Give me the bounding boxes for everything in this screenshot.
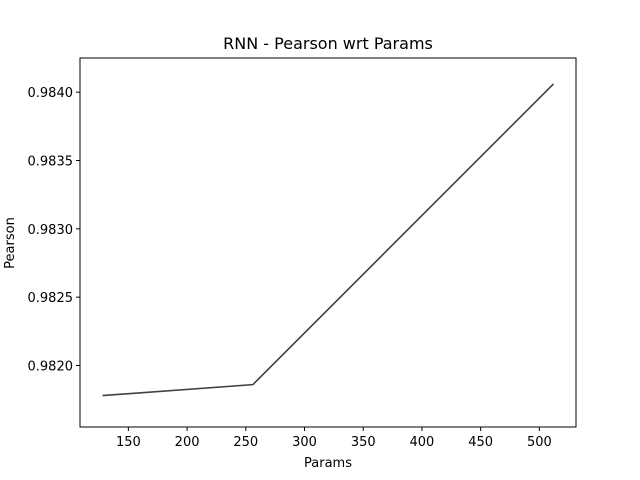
y-tick-label: 0.9840	[28, 86, 74, 101]
chart-title: RNN - Pearson wrt Params	[223, 34, 433, 53]
x-tick-label: 350	[351, 435, 376, 450]
series-lines	[102, 83, 555, 397]
x-tick-label: 250	[233, 435, 258, 450]
series-line-0	[102, 83, 555, 397]
y-tick-label: 0.9825	[28, 291, 74, 306]
y-tick-label: 0.9835	[28, 155, 74, 170]
x-tick-label: 150	[116, 435, 141, 450]
x-tick-label: 450	[468, 435, 493, 450]
x-tick-label: 200	[175, 435, 200, 450]
x-tick-label: 400	[410, 435, 435, 450]
x-tick-label: 500	[527, 435, 552, 450]
plot-frame	[79, 57, 577, 428]
x-axis-ticks: 150 200 250 300 350 400 450 500	[116, 427, 552, 450]
x-tick-label: 300	[292, 435, 317, 450]
y-tick-label: 0.9830	[28, 223, 74, 238]
y-tick-label: 0.9820	[28, 360, 74, 375]
y-axis-label: Pearson	[3, 217, 18, 269]
y-axis-ticks: 0.9820 0.9825 0.9830 0.9835 0.9840	[28, 86, 80, 375]
x-axis-label: Params	[304, 456, 352, 471]
